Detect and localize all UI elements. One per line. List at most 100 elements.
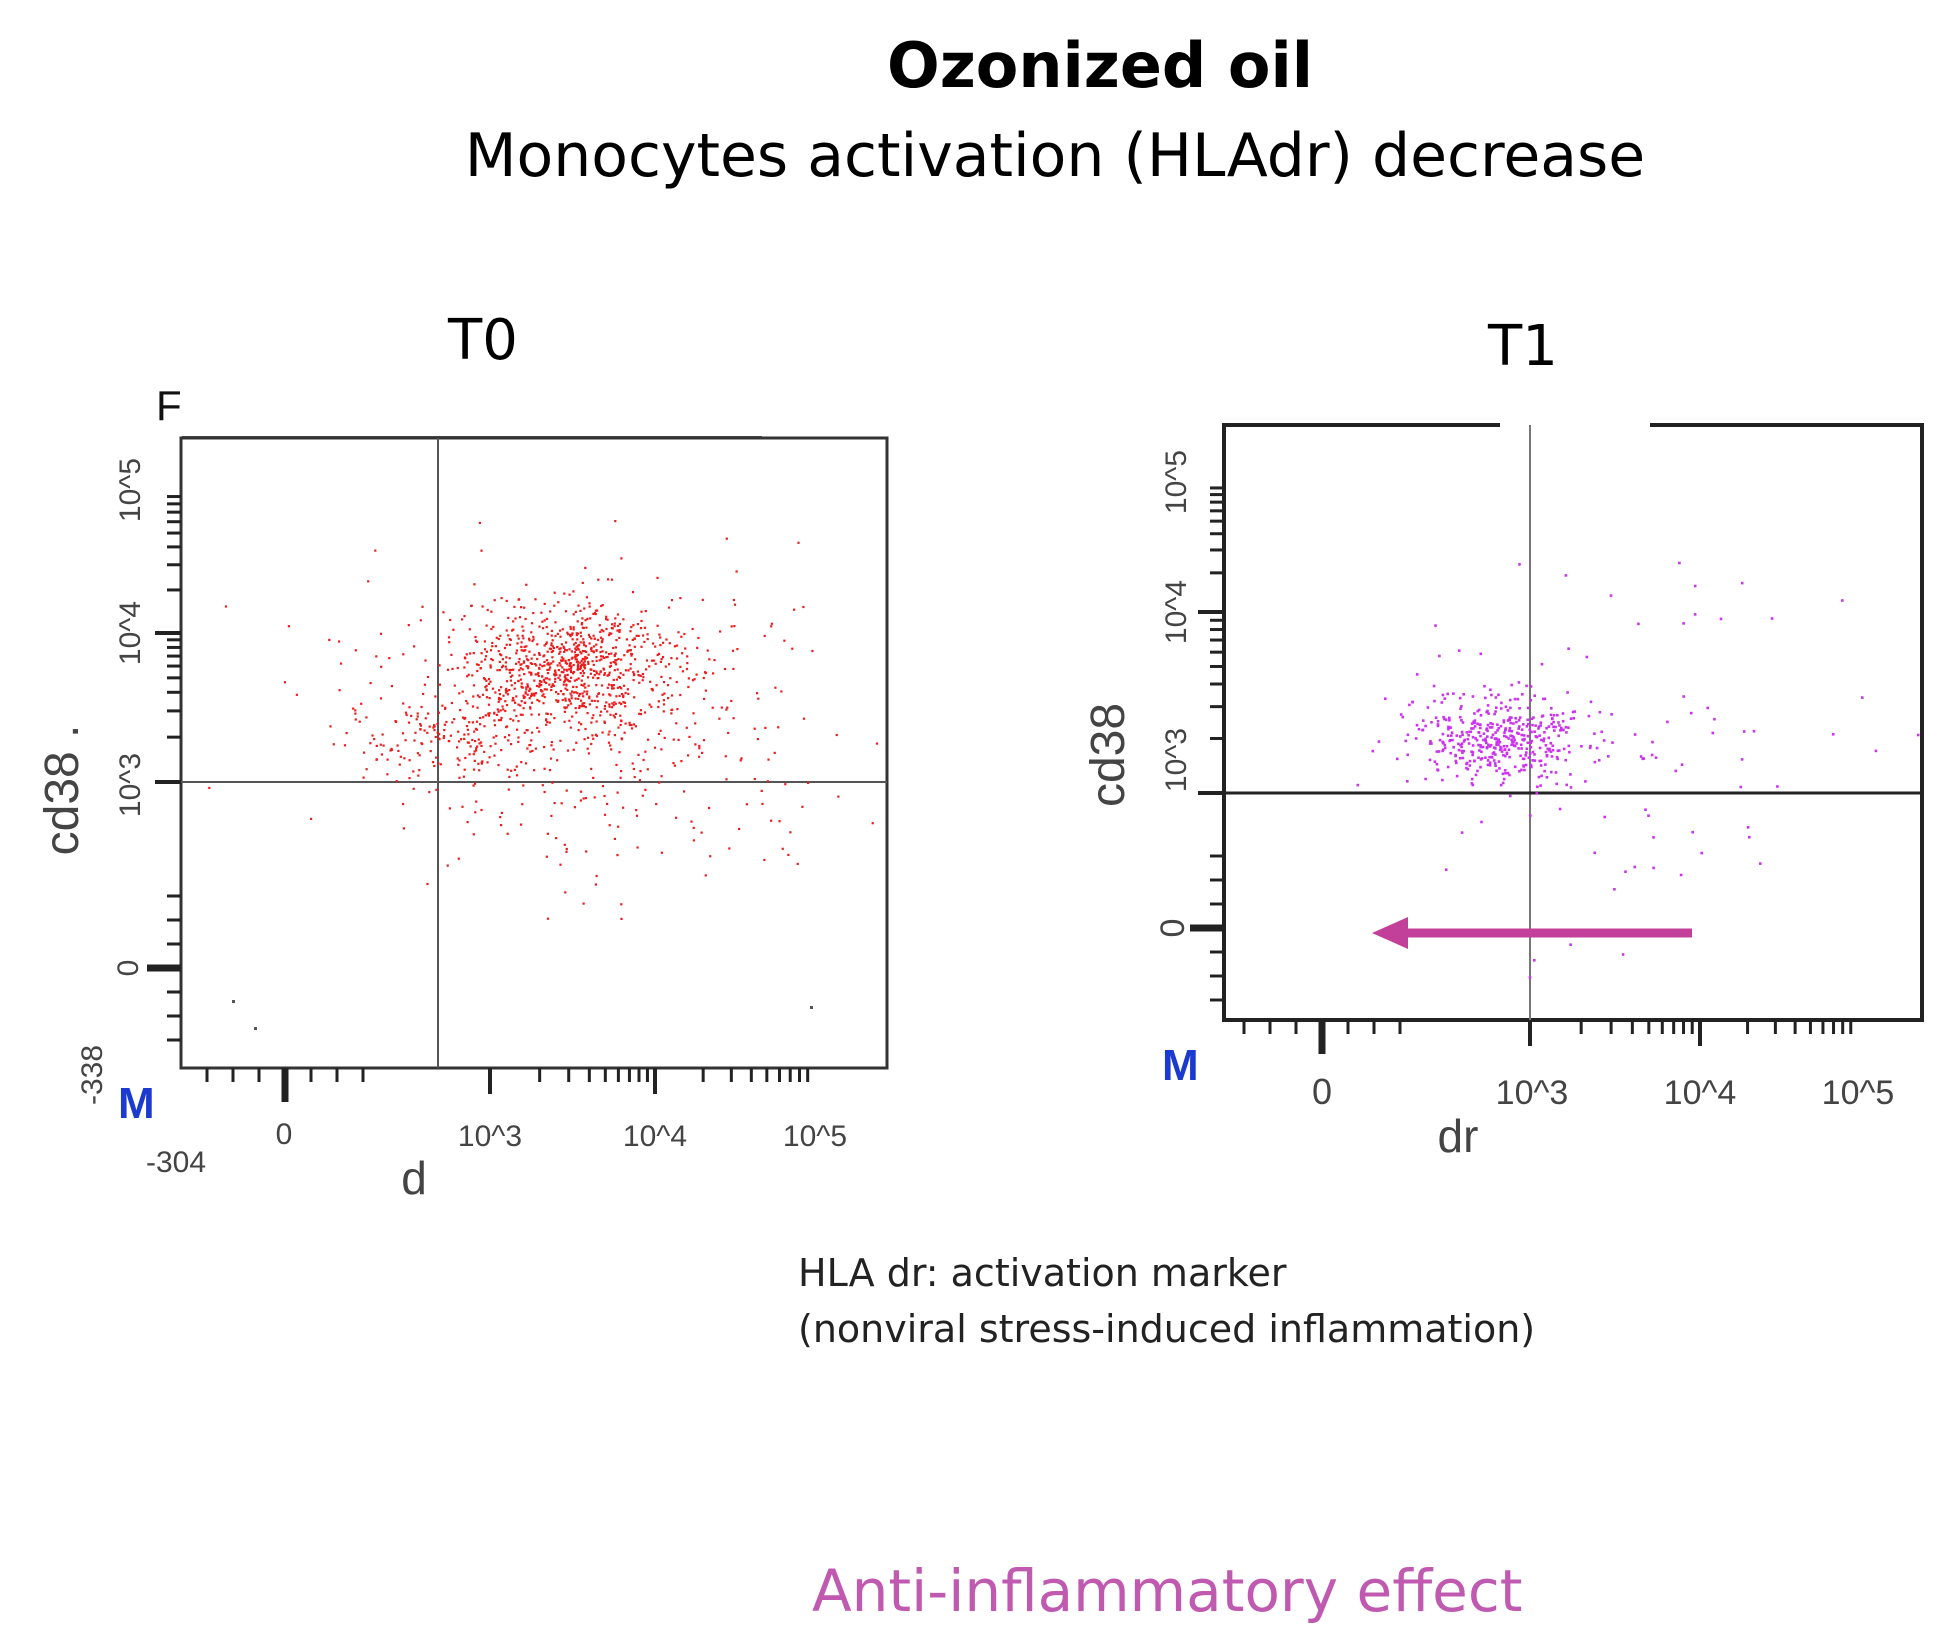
scatter-point [559,664,562,667]
scatter-point [1490,736,1493,739]
scatter-point [555,837,558,840]
scatter-point [505,691,508,694]
scatter-point [473,750,476,753]
scatter-point [453,684,456,687]
scatter-point [1537,725,1541,728]
scatter-point [1513,697,1517,701]
scatter-point [642,676,645,679]
scatter-point [638,681,641,684]
scatter-point [1455,761,1458,765]
scatter-point [516,728,519,731]
scatter-point [473,730,476,733]
scatter-point [403,757,406,760]
scatter-point [634,725,637,728]
scatter-point [585,596,588,599]
scatter-point [625,638,628,641]
scatter-point [283,681,286,684]
scatter-point [637,753,640,756]
scatter-point [668,642,671,645]
scatter-point [1450,734,1453,737]
scatter-point [1472,720,1475,723]
scatter-point [442,611,445,614]
scatter-point [1436,724,1440,728]
scatter-point [443,723,446,726]
scatter-point [521,634,524,637]
scatter-point [497,650,500,653]
scatter-point [1506,719,1510,722]
scatter-point [635,634,638,637]
scatter-point [1408,703,1411,707]
scatter-point [575,741,578,744]
scatter-point [601,731,604,734]
scatter-point [381,733,384,736]
scatter-point [536,657,539,661]
scatter-point [1430,742,1433,745]
t0-x-axis-ticks [205,1068,810,1102]
scatter-point [474,635,477,639]
scatter-point [575,645,578,648]
scatter-point [472,652,475,655]
scatter-point [1479,734,1482,738]
scatter-point [1624,870,1627,873]
scatter-point [554,669,557,673]
scatter-point [1443,697,1447,700]
scatter-point [610,706,614,709]
scatter-point [1607,755,1610,758]
scatter-point [630,727,634,730]
scatter-point [606,710,609,713]
scatter-point [565,649,568,652]
scatter-point [1552,720,1555,724]
scatter-point [1517,681,1521,684]
scatter-point [1497,726,1500,730]
scatter-point [553,673,556,676]
scatter-point [472,768,476,771]
scatter-point [447,739,450,743]
scatter-point [580,683,583,686]
scatter-point [739,759,742,762]
scatter-point [1422,719,1425,722]
scatter-point [572,613,575,616]
scatter-point [1553,729,1556,732]
scatter-point [554,621,557,624]
scatter-point [568,668,571,671]
scatter-point [1502,777,1506,781]
scatter-point [1474,737,1477,740]
scatter-point [502,694,505,697]
scatter-point [1565,783,1568,787]
scatter-point [395,780,398,783]
scatter-point [386,773,389,776]
scatter-point [592,651,595,654]
scatter-point [612,661,615,664]
scatter-point [545,855,548,858]
scatter-point [1530,739,1533,743]
scatter-point [367,580,370,583]
scatter-point [546,712,549,715]
scatter-point [1589,744,1592,748]
scatter-point [568,698,571,701]
scatter-point [1529,763,1533,767]
scatter-point [430,740,433,743]
scatter-point [504,709,507,713]
scatter-point [537,713,541,716]
scatter-point [564,687,567,690]
scatter-point [549,610,552,613]
scatter-point [581,581,584,584]
scatter-point [493,754,496,757]
scatter-point [697,636,700,640]
scatter-point [1504,705,1508,709]
scatter-point [1585,655,1589,659]
scatter-point [613,654,616,658]
scatter-point [463,656,466,659]
scatter-point [490,657,493,661]
scatter-point [481,760,484,763]
scatter-point [572,590,575,593]
scatter-point [1540,662,1544,666]
scatter-point [656,576,659,579]
scatter-point [479,716,482,720]
scatter-point [631,591,635,594]
scatter-point [677,738,680,741]
scatter-point [1539,724,1542,727]
scatter-point [1488,761,1492,764]
scatter-point [584,727,587,731]
scatter-point [515,695,518,698]
